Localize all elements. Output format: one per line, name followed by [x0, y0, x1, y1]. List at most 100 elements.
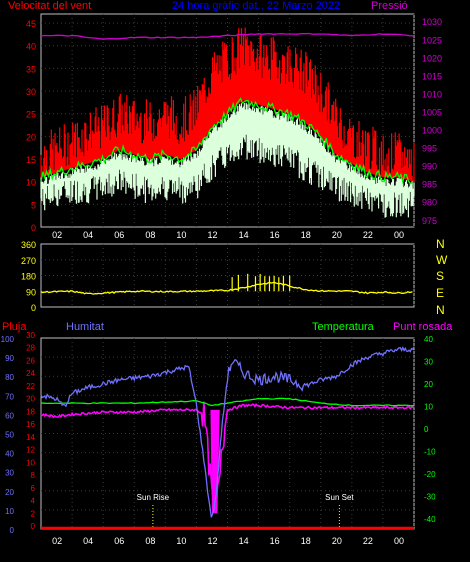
dew-point-label: Punt rosada [393, 321, 453, 333]
pressure-y-tick: 1025 [422, 35, 442, 45]
humidity-x-tick: 08 [145, 536, 155, 546]
humidity-y-tick: 90 [5, 354, 14, 363]
chart-title: 24 hora gràfic dat., 22 Marzo 2022 [172, 0, 340, 12]
wind-y-tick: 30 [26, 87, 36, 97]
humidity-y-tick: 50 [5, 431, 14, 440]
humidity-y-tick: 60 [5, 411, 14, 420]
wind-x-tick: 22 [363, 230, 373, 240]
rain-y-tick: 8 [31, 471, 36, 480]
direction-y-tick: 90 [26, 287, 36, 297]
rain-y-tick: 4 [31, 497, 36, 506]
humidity-y-tick: 30 [5, 469, 14, 478]
rain-y-tick: 12 [26, 446, 35, 455]
wind-x-tick: 00 [394, 230, 404, 240]
pressure-y-tick: 1030 [422, 17, 442, 27]
direction-y-tick: 180 [21, 272, 36, 282]
temperature-y-tick: 30 [424, 357, 433, 366]
temperature-y-tick: 0 [424, 425, 429, 434]
dir-label-e: E [436, 286, 444, 300]
dir-label-w: W [436, 253, 448, 267]
wind-y-tick: 40 [26, 42, 36, 52]
dir-label-n-top: N [436, 237, 445, 251]
humidity-x-tick: 16 [270, 536, 280, 546]
temperature-y-tick: -20 [424, 470, 436, 479]
wind-min-series [40, 102, 415, 218]
rain-y-tick: 22 [26, 382, 35, 391]
direction-panel-grid [41, 244, 415, 307]
humidity-x-tick: 04 [83, 536, 93, 546]
rain-y-tick: 6 [31, 484, 36, 493]
pressure-y-tick: 1015 [422, 71, 442, 81]
pressure-y-tick: 1020 [422, 53, 442, 63]
humidity-y-tick: 100 [1, 335, 15, 344]
wind-x-tick: 20 [332, 230, 342, 240]
pressure-y-tick: 980 [422, 198, 437, 208]
wind-x-tick: 02 [52, 230, 62, 240]
direction-panel-axes: 0 90 180 270 360 [21, 240, 36, 313]
pressure-y-tick: 1010 [422, 89, 442, 99]
wind-y-tick: 5 [31, 200, 36, 210]
wind-x-tick: 16 [270, 230, 280, 240]
humidity-panel-series: Sun Rise Sun Set [40, 346, 415, 530]
wind-panel-axes: 0510152025303540459759809859909951000100… [26, 17, 442, 240]
wind-y-tick: 15 [26, 155, 36, 165]
wind-x-tick: 18 [301, 230, 311, 240]
humidity-x-tick: 20 [332, 536, 342, 546]
humidity-x-tick: 10 [176, 536, 186, 546]
wind-x-tick: 04 [83, 230, 93, 240]
rain-y-tick: 14 [26, 433, 35, 442]
direction-y-tick: 0 [31, 303, 36, 313]
rain-y-tick: 26 [26, 356, 35, 365]
humidity-x-tick: 22 [363, 536, 373, 546]
temperature-series [40, 397, 415, 407]
pressure-y-tick: 1005 [422, 107, 442, 117]
direction-y-tick: 360 [21, 240, 36, 250]
wind-avg-series [40, 97, 413, 185]
humidity-temperature-panel: Sun Rise Sun Set 010203040506070809010002… [1, 321, 454, 546]
wind-y-tick: 0 [31, 223, 36, 233]
sun-marker-label: Sun Rise [137, 493, 170, 502]
rain-y-tick: 28 [26, 344, 35, 353]
wind-x-tick: 10 [176, 230, 186, 240]
pressure-label: Pressió [371, 0, 408, 12]
direction-panel-series [40, 273, 413, 295]
temperature-label: Temperatura [312, 321, 375, 333]
wind-pressure-panel: 0510152025303540459759809859909951000100… [8, 0, 442, 240]
pressure-y-tick: 975 [422, 216, 437, 226]
humidity-x-tick: 02 [52, 536, 62, 546]
rain-y-tick: 0 [31, 522, 36, 531]
wind-speed-label: Velocitat del vent [8, 0, 91, 12]
humidity-y-tick: 10 [5, 507, 14, 516]
humidity-x-tick: 00 [394, 536, 404, 546]
direction-series [40, 281, 413, 295]
temperature-y-tick: -30 [424, 492, 436, 501]
wind-max-series [40, 27, 415, 182]
rain-y-tick: 18 [26, 407, 35, 416]
sun-marker-label: Sun Set [325, 493, 354, 502]
rain-y-tick: 24 [26, 369, 35, 378]
dir-label-s: S [436, 269, 444, 283]
rain-y-tick: 16 [26, 420, 35, 429]
pressure-y-tick: 1000 [422, 126, 442, 136]
humidity-y-tick: 40 [5, 450, 14, 459]
rain-label: Pluja [2, 321, 27, 333]
pressure-y-tick: 990 [422, 162, 437, 172]
wind-direction-panel: 0 90 180 270 360 N W S E N [21, 237, 448, 317]
temperature-y-tick: 20 [424, 380, 433, 389]
wind-y-tick: 45 [26, 19, 36, 29]
temperature-y-tick: 40 [424, 335, 433, 344]
wind-y-tick: 25 [26, 110, 36, 120]
temperature-y-tick: -40 [424, 515, 436, 524]
wind-y-tick: 20 [26, 132, 36, 142]
wind-x-tick: 06 [114, 230, 124, 240]
dir-label-n-bottom: N [436, 303, 445, 317]
humidity-panel-axes: 0102030405060708090100024681012141618202… [1, 331, 436, 546]
humidity-series [40, 346, 415, 518]
temperature-y-tick: -10 [424, 447, 436, 456]
humidity-y-tick: 0 [10, 526, 15, 535]
humidity-x-tick: 06 [114, 536, 124, 546]
rain-y-tick: 20 [26, 395, 35, 404]
wind-x-tick: 12 [207, 230, 217, 240]
humidity-x-tick: 18 [301, 536, 311, 546]
